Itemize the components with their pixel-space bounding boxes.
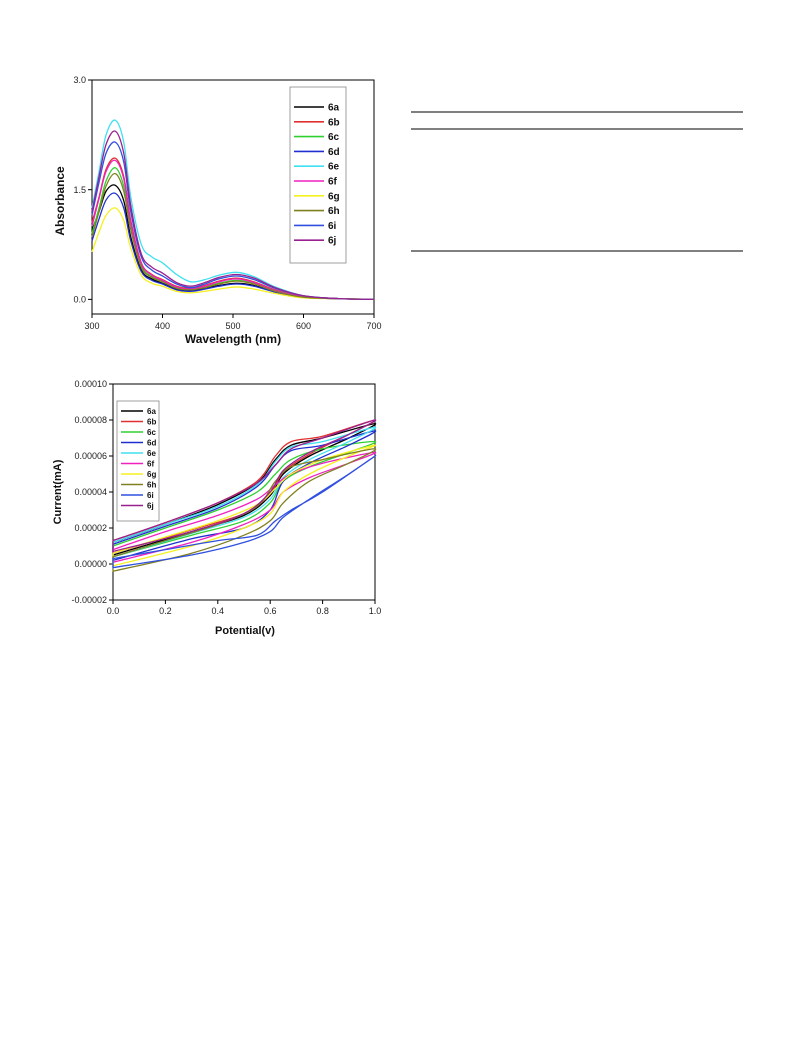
abs-x-tick-label: 700: [366, 321, 381, 331]
abs-legend-label-6a: 6a: [328, 103, 340, 114]
cv-legend-label-6b: 6b: [147, 417, 156, 426]
abs-series-line-6d: [91, 192, 375, 301]
chart2-xlabel: Potential(v): [215, 625, 275, 637]
abs-series-line-6b: [91, 157, 375, 301]
cv-x-tick-label: 0.6: [264, 606, 277, 616]
cv-y-tick-label: 0.00004: [74, 487, 107, 497]
abs-x-tick-label: 300: [84, 321, 99, 331]
abs-series-line-6i: [91, 141, 375, 301]
abs-x-tick-label: 400: [155, 321, 170, 331]
cv-series-line-6g: [112, 444, 377, 567]
abs-legend-box: [289, 86, 347, 264]
cv-y-tick-label: 0.00000: [74, 559, 107, 569]
abs-legend-label-6i: 6i: [328, 221, 337, 232]
cv-legend-label-6j: 6j: [147, 501, 154, 510]
cv-x-tick-label: 1.0: [369, 606, 382, 616]
cv-y-tick-label: 0.00002: [74, 523, 107, 533]
cv-x-tick-label: 0.4: [212, 606, 225, 616]
cv-legend-label-6e: 6e: [147, 449, 156, 458]
cv-x-tick-label: 0.0: [107, 606, 120, 616]
abs-legend-label-6e: 6e: [328, 162, 340, 173]
cv-y-tick-label: 0.00008: [74, 415, 107, 425]
cv-legend-label-6d: 6d: [147, 438, 156, 447]
absorbance-chart: Absorbance Wavelength (nm) 300 400 500 600 7…: [53, 75, 382, 346]
abs-legend-label-6b: 6b: [328, 117, 340, 128]
abs-y-tick-label: 1.5: [73, 185, 86, 195]
cv-series-line-6f: [112, 451, 377, 564]
cv-legend-label-6c: 6c: [147, 428, 156, 437]
abs-series-line-6e: [91, 119, 375, 301]
cv-series-line-6i: [112, 454, 377, 569]
cv-legend-label-6h: 6h: [147, 480, 156, 489]
cv-legend-label-6a: 6a: [147, 407, 156, 416]
cv-x-tick-label: 0.2: [159, 606, 172, 616]
abs-legend-label-6h: 6h: [328, 206, 340, 217]
chart2-ylabel: Current(mA): [52, 459, 64, 524]
abs-y-tick-label: 0.0: [73, 295, 86, 305]
abs-series-line-6g: [91, 207, 375, 301]
abs-series-line-6h: [91, 172, 375, 301]
abs-legend-label-6d: 6d: [328, 147, 340, 158]
chart1-xlabel: Wavelength (nm): [185, 332, 281, 346]
cv-legend-label-6i: 6i: [147, 491, 154, 500]
cv-y-tick-label: -0.00002: [71, 595, 107, 605]
cv-y-tick-label: 0.00010: [74, 379, 107, 389]
abs-x-tick-label: 500: [225, 321, 240, 331]
cv-y-tick-label: 0.00006: [74, 451, 107, 461]
cv-legend-label-6f: 6f: [147, 459, 154, 468]
abs-series-line-6j: [91, 130, 375, 301]
cv-x-tick-label: 0.8: [316, 606, 329, 616]
abs-legend-label-6j: 6j: [328, 236, 337, 247]
abs-series-line-6f: [91, 159, 375, 301]
cv-series-line-6e: [112, 426, 377, 558]
abs-x-tick-label: 600: [296, 321, 311, 331]
abs-legend-label-6g: 6g: [328, 191, 340, 202]
chart1-ylabel: Absorbance: [53, 166, 67, 236]
abs-legend-label-6f: 6f: [328, 177, 338, 188]
cv-series-line-6a: [112, 422, 377, 556]
cv-series-line-6c: [112, 440, 377, 558]
abs-y-tick-label: 3.0: [73, 75, 86, 85]
cv-legend-label-6g: 6g: [147, 470, 156, 479]
cyclic-voltammetry-chart: Current(mA) Potential(v) 0.0 0.2 0.4 0.6 0.8…: [52, 379, 381, 637]
cv-series-line-6j: [112, 419, 377, 553]
abs-legend-label-6c: 6c: [328, 132, 340, 143]
